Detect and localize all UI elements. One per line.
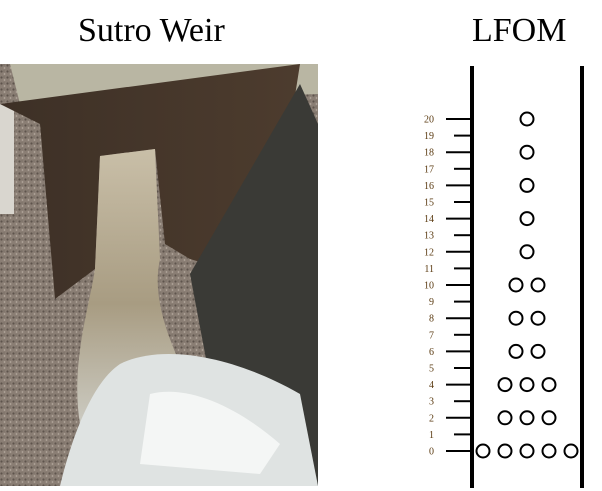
orifice (519, 111, 535, 127)
tick-label: 2 (429, 413, 434, 424)
orifice (508, 343, 524, 359)
orifice (541, 410, 557, 426)
sutro-weir-title: Sutro Weir (78, 12, 225, 49)
tick-label: 0 (429, 447, 434, 458)
orifice (508, 310, 524, 326)
tick-label: 8 (429, 314, 434, 325)
orifice (563, 443, 579, 459)
tick-label: 5 (429, 364, 434, 375)
tick-label: 6 (429, 347, 434, 358)
orifice (530, 310, 546, 326)
orifice (475, 443, 491, 459)
tick-label: 13 (424, 231, 434, 242)
orifice (519, 377, 535, 393)
orifice (497, 410, 513, 426)
orifice (519, 144, 535, 160)
tick-label: 1 (429, 430, 434, 441)
tick-label: 20 (424, 115, 434, 126)
orifice (541, 377, 557, 393)
orifice (530, 343, 546, 359)
tick-label: 14 (424, 214, 434, 225)
tick-label: 17 (424, 164, 434, 175)
sutro-weir-photo (0, 64, 318, 486)
orifice (530, 277, 546, 293)
tick-label: 12 (424, 247, 434, 258)
tick-label: 4 (429, 380, 434, 391)
tick-label: 16 (424, 181, 434, 192)
orifice (519, 410, 535, 426)
tick-label: 15 (424, 198, 434, 209)
orifice (519, 211, 535, 227)
orifice (519, 443, 535, 459)
orifice (508, 277, 524, 293)
tick-label: 3 (429, 397, 434, 408)
lfom-title: LFOM (472, 12, 567, 49)
orifice (497, 443, 513, 459)
orifice (497, 377, 513, 393)
tick-label: 10 (424, 281, 434, 292)
tick-label: 7 (429, 330, 434, 341)
orifice (541, 443, 557, 459)
tick-label: 9 (429, 297, 434, 308)
orifice (519, 244, 535, 260)
orifice (519, 177, 535, 193)
tick-label: 11 (424, 264, 434, 275)
tick-label: 18 (424, 148, 434, 159)
tick-label: 19 (424, 131, 434, 142)
